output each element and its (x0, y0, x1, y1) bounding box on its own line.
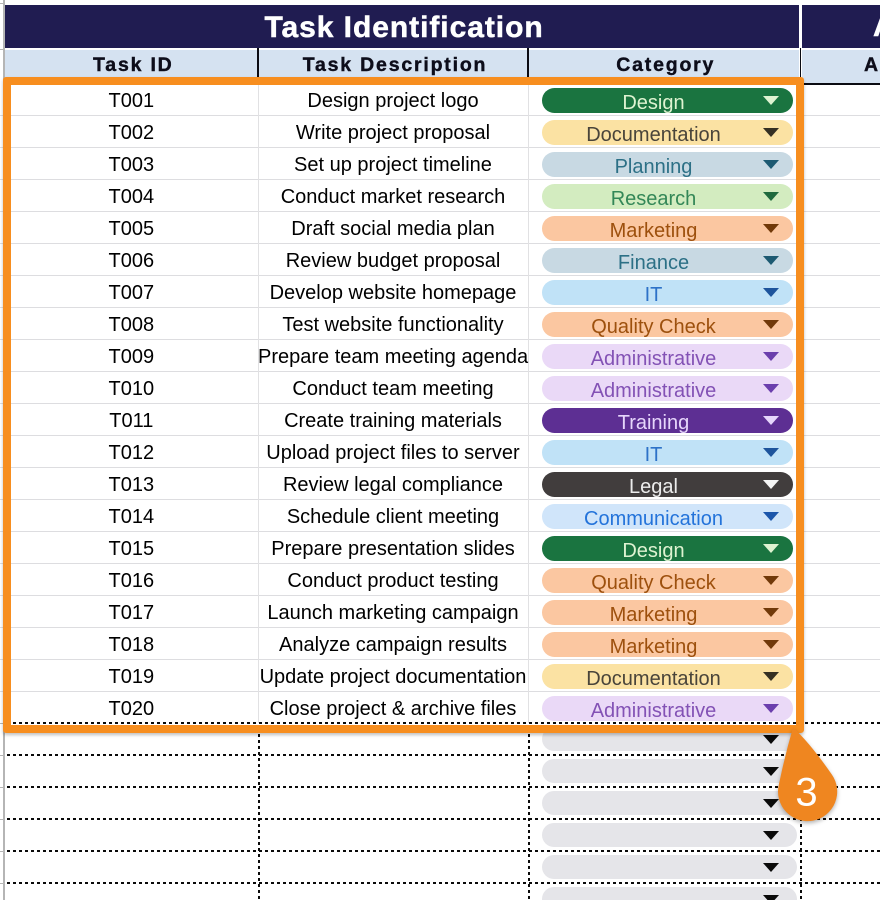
svg-text:3: 3 (795, 771, 817, 815)
